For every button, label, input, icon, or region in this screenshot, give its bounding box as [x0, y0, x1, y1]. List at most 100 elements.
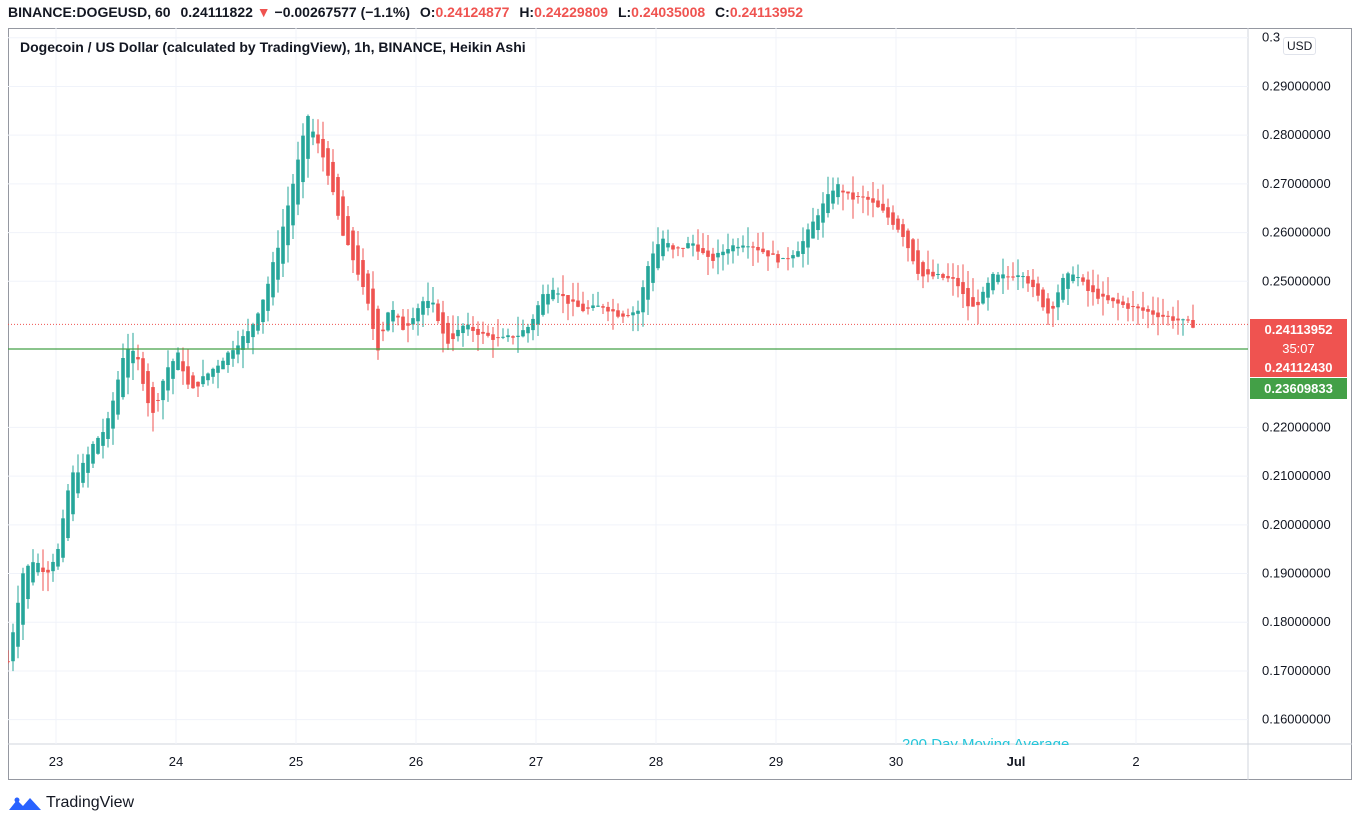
prev-price-tag-value: 0.24112430: [1264, 360, 1333, 375]
candle-down: [1166, 315, 1170, 317]
low-value: 0.24035008: [631, 4, 706, 20]
chart-frame: [8, 28, 1352, 780]
candle-up: [596, 305, 600, 307]
candle-up: [226, 352, 230, 366]
candle-down: [336, 177, 340, 216]
candle-down: [486, 332, 490, 336]
candle-down: [186, 366, 190, 385]
indicator-legend[interactable]: 200 Day Moving Average: [902, 736, 1070, 745]
candle-up: [1021, 276, 1025, 278]
candle-down: [141, 358, 145, 384]
candle-up: [936, 274, 940, 276]
candle-down: [966, 288, 970, 307]
high-label: H:: [519, 4, 535, 20]
candle-up: [86, 454, 90, 473]
candle-up: [201, 376, 205, 385]
candle-up: [71, 472, 75, 515]
candle-up: [551, 289, 555, 300]
x-tick-label: 28: [649, 754, 663, 769]
candle-down: [841, 190, 845, 193]
candle-down: [191, 375, 195, 389]
candle-up: [281, 226, 285, 264]
candle-down: [1006, 276, 1010, 278]
candle-up: [556, 293, 560, 295]
candle-up: [456, 329, 460, 337]
candle-down: [976, 301, 980, 306]
candle-down: [861, 196, 865, 198]
candle-down: [1141, 307, 1145, 311]
candle-down: [681, 247, 685, 249]
candle-down: [1036, 283, 1040, 296]
candle-down: [946, 275, 950, 279]
candle-down: [951, 277, 955, 279]
candle-up: [391, 309, 395, 322]
candle-down: [616, 310, 620, 317]
candle-down: [676, 247, 680, 249]
candle-up: [16, 602, 20, 647]
candle-up: [221, 360, 225, 370]
candle-up: [806, 229, 810, 248]
candle-up: [96, 437, 100, 454]
candle-down: [46, 569, 50, 573]
candle-up: [796, 251, 800, 257]
candle-down: [401, 316, 405, 330]
candle-down: [971, 297, 975, 307]
candle-up: [781, 258, 785, 260]
y-tick-label: 0.16000000: [1262, 712, 1331, 727]
candle-down: [1026, 276, 1030, 284]
candle-down: [151, 387, 155, 413]
candle-down: [1151, 310, 1155, 315]
candle-up: [81, 462, 85, 483]
chart-grid: [8, 28, 1352, 780]
price-change: −0.00267577 (−1.1%): [274, 4, 410, 20]
candle-down: [366, 273, 370, 304]
y-tick-label: 0.27000000: [1262, 176, 1331, 191]
candle-up: [1071, 274, 1075, 282]
tradingview-brand[interactable]: TradingView: [8, 793, 134, 813]
candle-down: [41, 567, 45, 573]
open-label: O:: [419, 4, 436, 20]
candle-up: [721, 251, 725, 256]
candle-down: [316, 134, 320, 144]
candle-down: [1131, 306, 1135, 308]
candle-up: [311, 131, 315, 138]
candle-up: [521, 330, 525, 337]
x-tick-label: 23: [49, 754, 63, 769]
candle-down: [8, 661, 10, 663]
candle-down: [1136, 306, 1140, 309]
candle-up: [416, 308, 420, 322]
candle-up: [271, 262, 275, 298]
candle-up: [836, 184, 840, 198]
candle-up: [306, 116, 310, 159]
candle-up: [731, 245, 735, 252]
candle-up: [541, 294, 545, 315]
candle-down: [581, 303, 585, 312]
currency-button[interactable]: USD: [1283, 37, 1317, 55]
candle-up: [101, 432, 105, 446]
symbol-name[interactable]: BINANCE:DOGEUSD, 60: [8, 4, 171, 20]
candle-down: [761, 248, 765, 253]
candle-up: [816, 215, 820, 231]
candle-up: [36, 562, 40, 573]
candle-down: [851, 192, 855, 200]
candle-up: [161, 380, 165, 401]
candle-down: [1091, 285, 1095, 293]
candle-up: [431, 302, 435, 305]
candle-down: [1041, 289, 1045, 308]
change-arrow-icon: ▼: [256, 4, 271, 20]
candle-up: [526, 326, 530, 334]
candle-down: [1111, 297, 1115, 302]
y-tick-label: 0.3: [1262, 30, 1280, 45]
x-tick-label: 25: [289, 754, 303, 769]
x-tick-label: 29: [769, 754, 783, 769]
candle-down: [1046, 298, 1050, 314]
price-chart[interactable]: 0.3 0.29000000 0.28000000 0.27000000 0.26000…: [8, 28, 1352, 780]
candle-down: [491, 334, 495, 340]
candle-up: [686, 243, 690, 249]
high-value: 0.24229809: [534, 4, 609, 20]
candle-up: [1061, 277, 1065, 300]
candle-down: [671, 245, 675, 250]
candle-down: [1086, 279, 1090, 291]
candle-up: [826, 194, 830, 214]
candle-up: [536, 305, 540, 325]
